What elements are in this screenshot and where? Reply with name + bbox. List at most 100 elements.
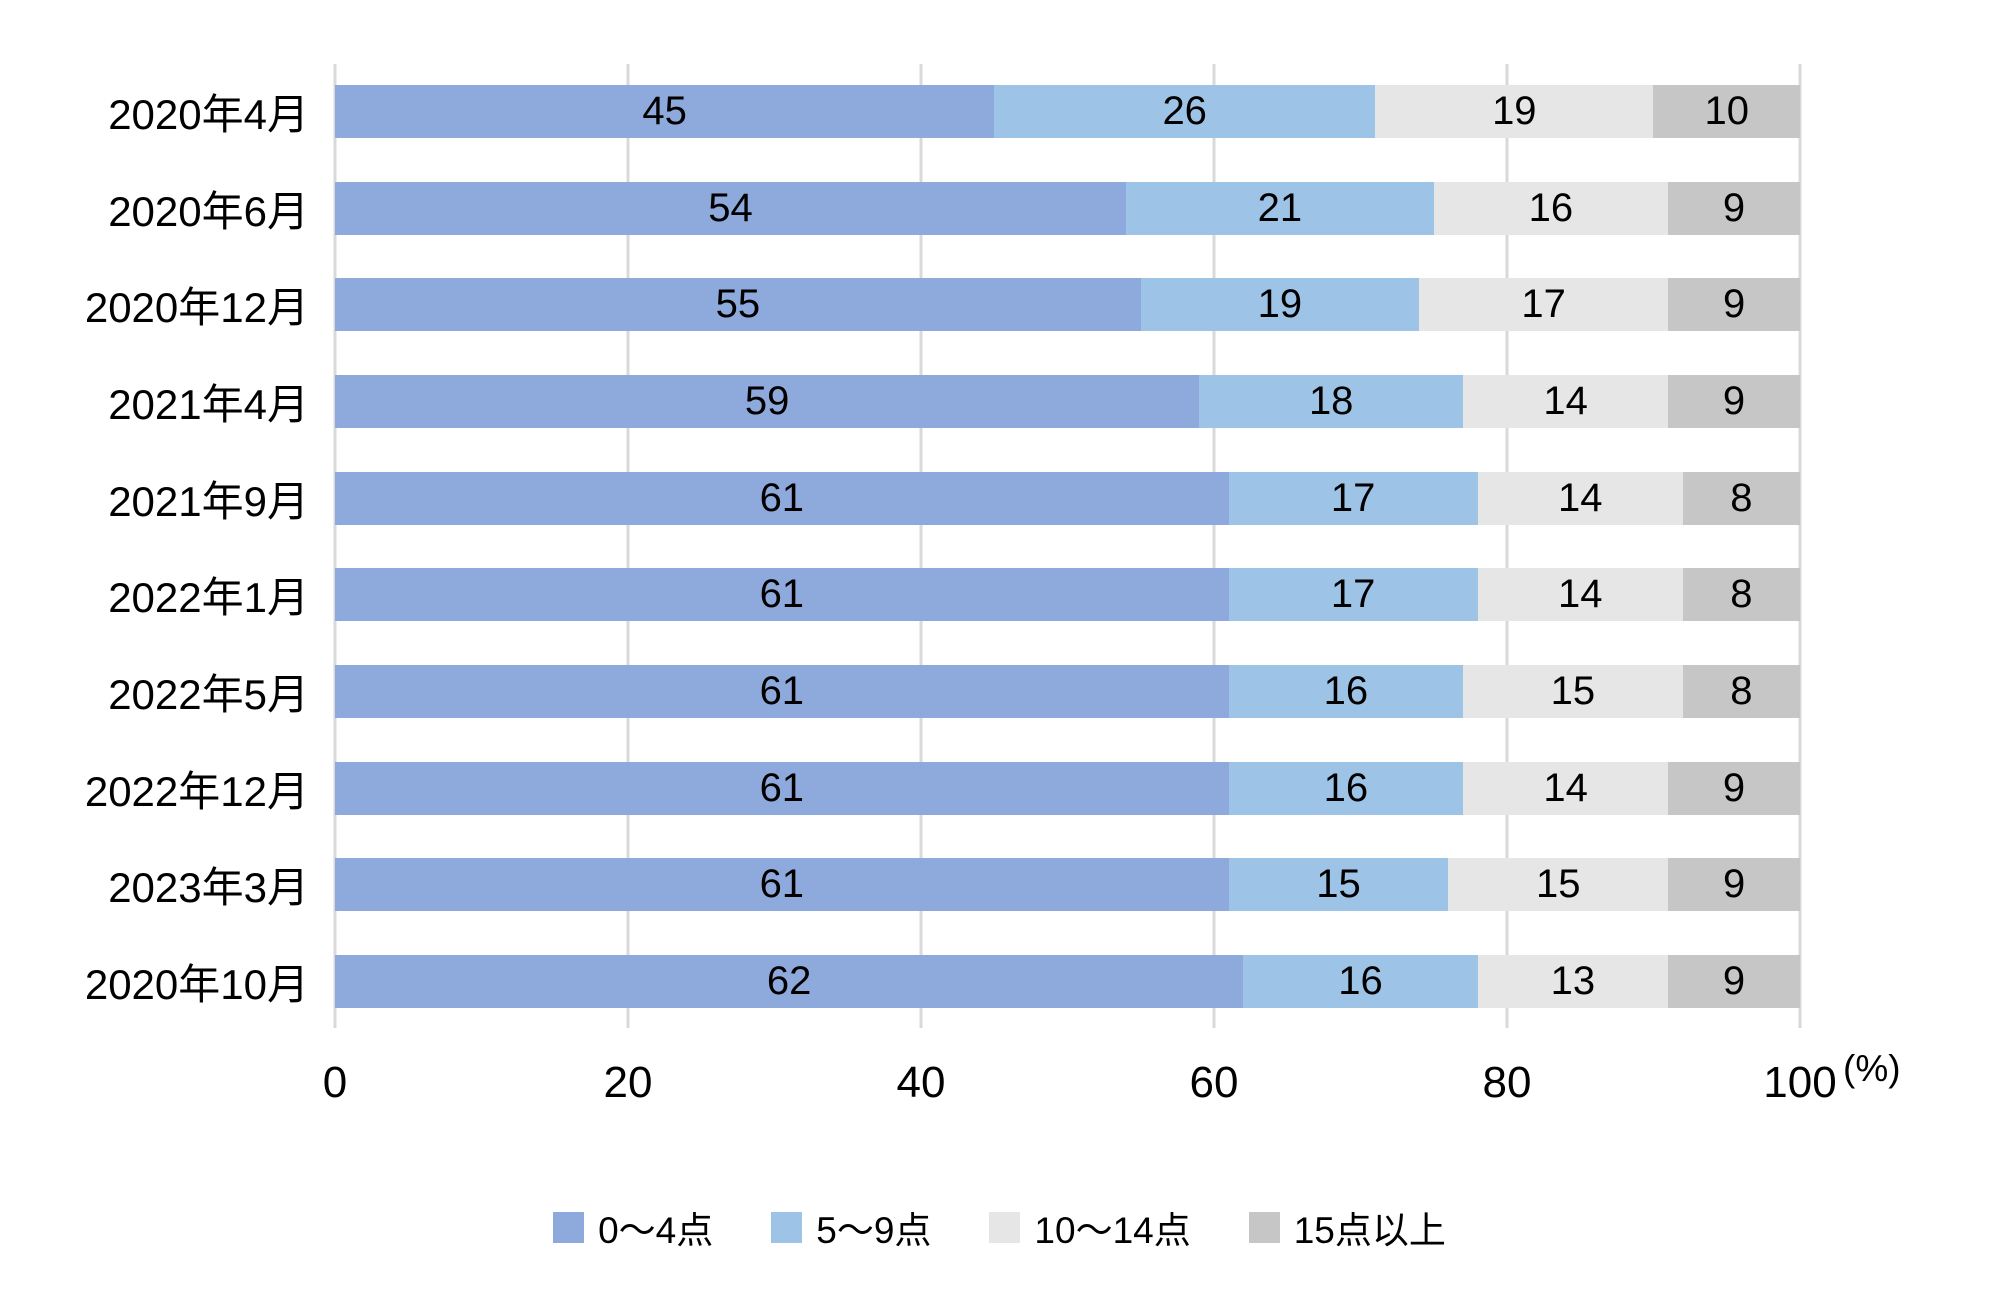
bar-row: 2021年4月 59 18 14 9 bbox=[0, 374, 1800, 428]
segment-value: 14 bbox=[1557, 475, 1603, 520]
segment-value: 18 bbox=[1308, 378, 1354, 423]
segment-value: 8 bbox=[1730, 475, 1753, 520]
bar-segment-15点以上: 9 bbox=[1668, 181, 1800, 235]
gridline-20 bbox=[626, 64, 630, 1028]
segment-value: 13 bbox=[1550, 958, 1596, 1003]
legend: 0〜4点 5〜9点 10〜14点 15点以上 bbox=[0, 1200, 1999, 1254]
segment-value: 9 bbox=[1722, 185, 1746, 230]
bar-segment-0〜4点: 61 bbox=[335, 858, 1229, 912]
bar-row: 2022年5月 61 16 15 8 bbox=[0, 664, 1800, 718]
bar-track: 59 18 14 9 bbox=[335, 374, 1800, 428]
bar-track: 62 16 13 9 bbox=[335, 954, 1800, 1008]
x-tick-label: 100 bbox=[1763, 1058, 1837, 1107]
bar-track: 61 17 14 8 bbox=[335, 471, 1800, 525]
bar-track: 61 16 15 8 bbox=[335, 664, 1800, 718]
segment-value: 14 bbox=[1543, 765, 1588, 810]
legend-label: 10〜14点 bbox=[1034, 1210, 1191, 1251]
bar-segment-0〜4点: 54 bbox=[335, 181, 1127, 235]
segment-value: 61 bbox=[759, 668, 805, 713]
segment-value: 9 bbox=[1722, 958, 1746, 1003]
bar-segment-15点以上: 9 bbox=[1668, 858, 1800, 912]
bar-track: 54 21 16 9 bbox=[335, 181, 1800, 235]
bar-track: 61 16 14 9 bbox=[335, 761, 1800, 815]
segment-value: 17 bbox=[1330, 572, 1376, 617]
bar-segment-5〜9点: 17 bbox=[1228, 568, 1478, 622]
segment-value: 8 bbox=[1730, 668, 1753, 713]
segment-value: 8 bbox=[1730, 572, 1753, 617]
segment-value: 14 bbox=[1543, 378, 1588, 423]
bar-segment-15点以上: 9 bbox=[1668, 278, 1800, 332]
segment-value: 55 bbox=[715, 282, 761, 327]
category-label: 2020年12月 bbox=[84, 284, 309, 332]
bar-track: 61 17 14 8 bbox=[335, 568, 1800, 622]
bar-segment-15点以上: 9 bbox=[1668, 761, 1800, 815]
segment-value: 15 bbox=[1536, 862, 1581, 907]
segment-value: 9 bbox=[1722, 862, 1746, 907]
bar-segment-5〜9点: 15 bbox=[1228, 858, 1449, 912]
bar-segment-10〜14点: 15 bbox=[1448, 858, 1669, 912]
category-label: 2020年4月 bbox=[108, 91, 309, 138]
segment-value: 45 bbox=[642, 89, 687, 133]
category-label: 2022年12月 bbox=[84, 767, 309, 815]
bar-segment-10〜14点: 14 bbox=[1463, 374, 1669, 428]
legend-swatch bbox=[1248, 1211, 1280, 1243]
segment-value: 9 bbox=[1722, 282, 1746, 327]
bar-segment-5〜9点: 21 bbox=[1126, 181, 1434, 235]
bar-track: 55 19 17 9 bbox=[335, 278, 1800, 332]
plot-area bbox=[333, 64, 1802, 1028]
bar-segment-10〜14点: 14 bbox=[1477, 568, 1683, 622]
segment-value: 62 bbox=[766, 958, 812, 1003]
legend-label: 0〜4点 bbox=[598, 1210, 714, 1251]
axis-unit-label: (%) bbox=[1843, 1048, 1901, 1089]
category-label: 2021年4月 bbox=[108, 380, 309, 428]
legend-label: 5〜9点 bbox=[816, 1210, 932, 1251]
legend-swatch bbox=[553, 1211, 585, 1243]
segment-value: 26 bbox=[1162, 89, 1207, 133]
segment-value: 16 bbox=[1323, 668, 1369, 713]
category-label: 2020年6月 bbox=[108, 187, 309, 235]
bar-segment-10〜14点: 13 bbox=[1477, 954, 1669, 1008]
legend-item: 5〜9点 bbox=[771, 1200, 931, 1254]
bar-row: 2021年9月 61 17 14 8 bbox=[0, 471, 1800, 525]
bar-segment-0〜4点: 59 bbox=[335, 374, 1200, 428]
gridline-0 bbox=[333, 64, 337, 1028]
segment-value: 54 bbox=[708, 185, 753, 230]
bar-row: 2023年3月 61 15 15 9 bbox=[0, 858, 1800, 912]
bar-row: 2020年10月 62 16 13 9 bbox=[0, 954, 1800, 1008]
segment-value: 15 bbox=[1316, 862, 1361, 907]
bar-segment-0〜4点: 61 bbox=[335, 568, 1229, 622]
legend-item: 15点以上 bbox=[1248, 1200, 1446, 1254]
x-tick-label: 20 bbox=[603, 1058, 653, 1107]
x-axis: 0 20 40 60 80 100 bbox=[323, 1058, 1837, 1118]
legend-swatch bbox=[989, 1211, 1021, 1243]
segment-value: 17 bbox=[1521, 282, 1566, 327]
gridline-100 bbox=[1798, 64, 1802, 1028]
category-label: 2023年3月 bbox=[108, 864, 309, 912]
bar-segment-15点以上: 8 bbox=[1682, 471, 1800, 525]
segment-value: 59 bbox=[744, 378, 790, 423]
segment-value: 9 bbox=[1722, 378, 1746, 423]
segment-value: 10 bbox=[1704, 89, 1749, 133]
segment-value: 61 bbox=[759, 572, 805, 617]
bar-segment-15点以上: 8 bbox=[1682, 664, 1800, 718]
bar-segment-0〜4点: 62 bbox=[335, 954, 1244, 1008]
bar-segment-10〜14点: 15 bbox=[1463, 664, 1683, 718]
bar-segment-0〜4点: 61 bbox=[335, 761, 1229, 815]
category-label: 2021年9月 bbox=[108, 477, 309, 525]
category-label: 2022年5月 bbox=[108, 670, 309, 718]
bar-segment-15点以上: 9 bbox=[1668, 954, 1800, 1008]
bar-track: 61 15 15 9 bbox=[335, 858, 1800, 912]
segment-value: 15 bbox=[1550, 668, 1596, 713]
legend-label: 15点以上 bbox=[1293, 1210, 1446, 1251]
bar-segment-10〜14点: 19 bbox=[1375, 85, 1654, 138]
bar-row: 2022年12月 61 16 14 9 bbox=[0, 761, 1800, 815]
segment-value: 61 bbox=[759, 765, 805, 810]
segment-value: 16 bbox=[1323, 765, 1369, 810]
bar-segment-10〜14点: 16 bbox=[1433, 181, 1669, 235]
legend-swatch bbox=[771, 1211, 803, 1243]
x-tick-label: 60 bbox=[1189, 1058, 1239, 1107]
bar-segment-5〜9点: 16 bbox=[1228, 664, 1464, 718]
bar-segment-15点以上: 10 bbox=[1653, 85, 1800, 138]
bar-segment-0〜4点: 61 bbox=[335, 664, 1229, 718]
bar-segment-5〜9点: 18 bbox=[1199, 374, 1464, 428]
